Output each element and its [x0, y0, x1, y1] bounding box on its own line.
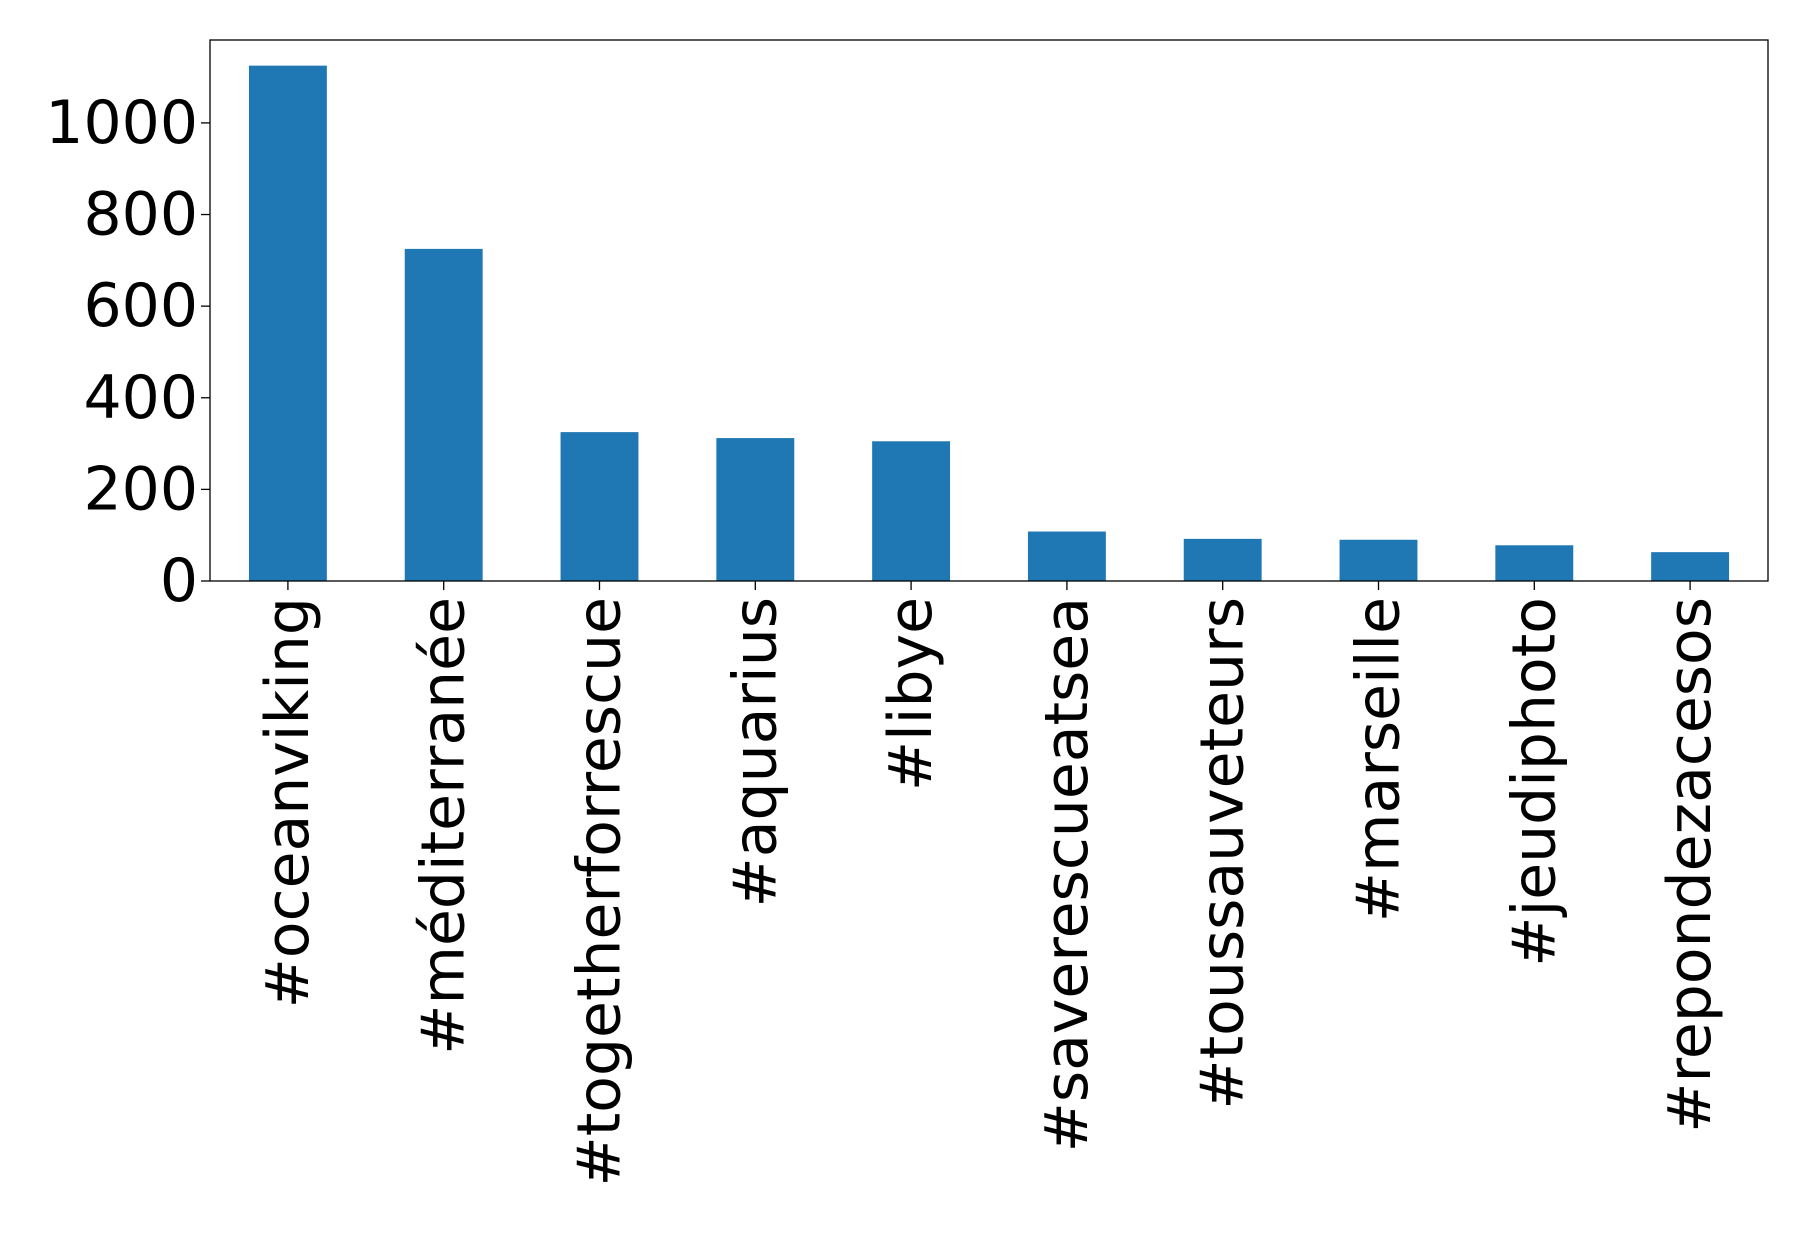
x-axis: #oceanviking #méditerranée #togetherforres…: [253, 581, 1725, 1187]
bar-9: [1651, 552, 1730, 581]
bar-4: [872, 441, 951, 581]
y-tick-label-4: 800: [83, 180, 198, 250]
bar-5: [1027, 531, 1106, 581]
x-tick-label-1: #méditerranée: [409, 597, 479, 1055]
y-tick-label-3: 600: [83, 271, 198, 341]
x-tick-label-6: #toussauveteurs: [1188, 597, 1258, 1110]
y-tick-label-0: 0: [160, 546, 198, 616]
plot-frame: [209, 39, 1769, 582]
x-tick-label-2: #togetherforrescue: [565, 597, 635, 1187]
x-tick-label-4: #libye: [876, 597, 946, 791]
bar-8: [1495, 545, 1574, 581]
x-tick-label-8: #jeudiphoto: [1499, 597, 1569, 967]
x-tick-label-0: #oceanviking: [253, 597, 323, 1008]
bar-3: [716, 438, 795, 581]
y-tick-label-2: 400: [83, 363, 198, 433]
x-tick-label-3: #aquarius: [720, 597, 790, 908]
x-tick-label-9: #repondezacesos: [1655, 597, 1725, 1133]
y-tick-label-1: 200: [83, 454, 198, 524]
bar-6: [1183, 538, 1262, 581]
bars-group: [248, 65, 1730, 581]
bar-0: [248, 65, 327, 581]
y-axis: 0 200 400 600 800 1000: [45, 88, 210, 616]
y-tick-label-5: 1000: [45, 88, 198, 158]
x-tick-label-7: #marseille: [1344, 597, 1414, 922]
bar-1: [404, 248, 483, 581]
x-tick-label-5: #saverescueatsea: [1032, 597, 1102, 1152]
bar-7: [1339, 539, 1418, 581]
bar-2: [560, 432, 639, 581]
